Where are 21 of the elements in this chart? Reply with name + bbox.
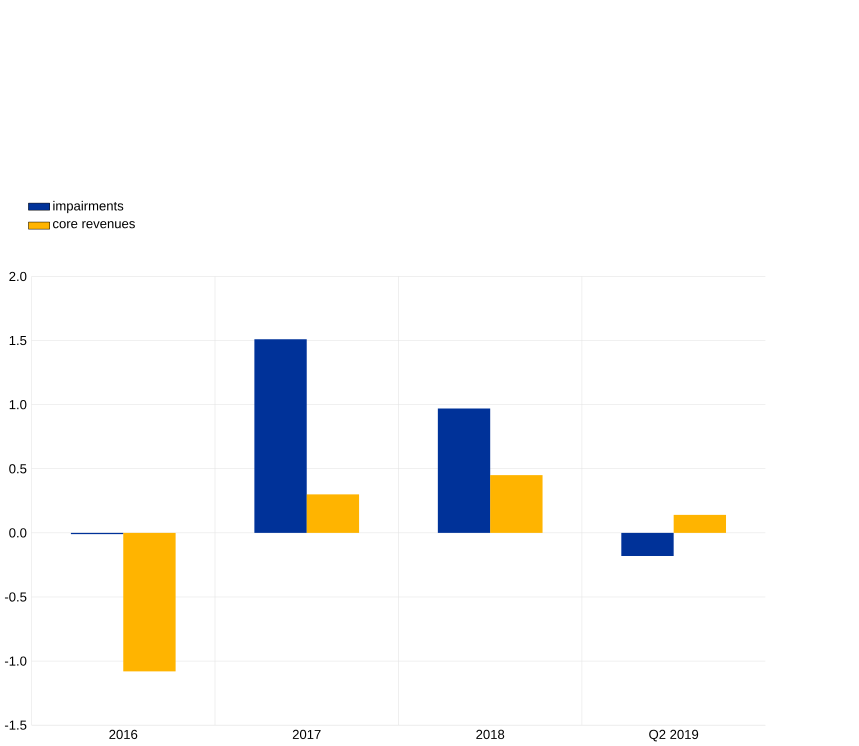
bar — [306, 494, 360, 533]
bar — [254, 339, 307, 533]
y-tick-label: 0.0 — [9, 528, 26, 538]
y-tick-label: 2.0 — [9, 272, 26, 282]
y-tick-label: -1.0 — [4, 656, 26, 666]
bar — [674, 515, 726, 533]
y-tick-label: 1.5 — [10, 336, 26, 346]
legend-label: core revenues — [53, 221, 135, 228]
x-tick-label: 2017 — [292, 730, 321, 740]
bar — [490, 475, 543, 533]
bar — [438, 408, 490, 533]
y-tick-label: 0.5 — [9, 464, 26, 474]
x-tick-label: 2018 — [476, 730, 504, 740]
bar — [123, 532, 176, 672]
legend-label: impairments — [53, 201, 124, 214]
y-tick-label: -0.5 — [4, 592, 26, 602]
y-tick-label: 1.0 — [10, 400, 26, 410]
x-tick-label: Q2 2019 — [649, 730, 698, 742]
y-tick-label: -1.5 — [4, 720, 26, 730]
bar — [621, 532, 674, 556]
x-tick-label: 2016 — [109, 730, 138, 740]
